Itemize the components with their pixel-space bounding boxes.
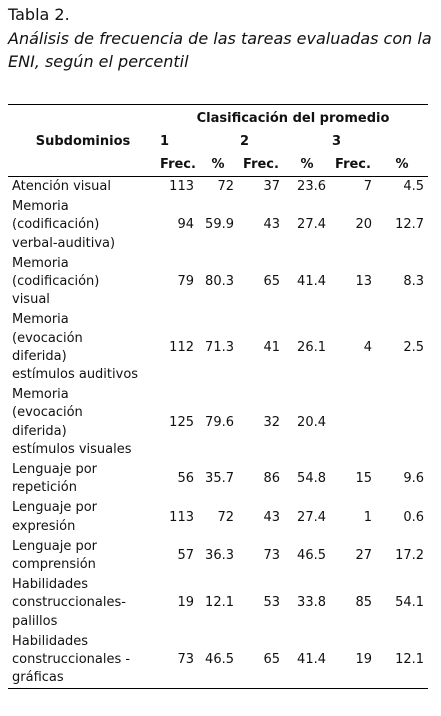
subdomain-name: Memoria (codificación) visual [12, 255, 100, 308]
frec-2: 53 [263, 595, 280, 611]
col-header-frec-3: Frec. [335, 156, 371, 172]
table-row: Habilidades construccionales - gráficas … [8, 631, 429, 690]
pct-3: 54.1 [395, 595, 425, 611]
table-row: Memoria (evocación diferida) estímulos a… [8, 310, 428, 385]
table-row: Atención visual 113 72 37 23.6 7 4.5 [8, 176, 429, 198]
table-row: Memoria (codificación) verbal-auditiva) … [8, 197, 428, 254]
frec-2: 65 [263, 274, 280, 290]
subdomain-name: Habilidades construccionales - gráficas [8, 631, 158, 690]
frec-1: 94 [177, 217, 194, 233]
pct-1: 59.9 [205, 217, 234, 233]
table-row: Lenguaje por expresión 113 72 43 27.4 1 … [8, 498, 428, 536]
col-header-pct-3: % [395, 156, 409, 172]
pct-3 [376, 385, 428, 460]
level-3-header: 3 [332, 134, 342, 149]
pct-2: 41.4 [284, 631, 330, 690]
col-header-pct-2: % [300, 156, 314, 172]
frec-1: 79 [177, 274, 194, 290]
table-row: Lenguaje por repetición 56 35.7 86 54.8 … [8, 460, 428, 498]
pct-1: 35.7 [205, 471, 234, 487]
table-row: Memoria (evocación diferida) estímulos v… [8, 385, 428, 460]
frec-1: 125 [169, 414, 194, 430]
pct-2: 41.4 [297, 274, 326, 290]
table-caption: Tabla 2. Análisis de frecuencia de las t… [8, 4, 433, 73]
frec-1: 56 [177, 471, 194, 487]
pct-1: 46.5 [198, 631, 238, 690]
caption-title: Análisis de frecuencia de las tareas eva… [8, 29, 432, 71]
caption-label: Tabla 2. [8, 5, 70, 24]
frec-2: 43 [263, 217, 280, 233]
subdomain-name: Lenguaje por repetición [12, 462, 98, 496]
frec-1: 112 [169, 339, 194, 355]
frec-1: 19 [177, 595, 194, 611]
pct-2: 20.4 [297, 414, 326, 430]
frec-2: 73 [263, 547, 280, 563]
col-header-pct-1: % [211, 156, 225, 172]
frec-2: 41 [263, 339, 280, 355]
pct-1: 79.6 [205, 414, 234, 430]
table-row: Habilidades construccionales- palillos 1… [8, 575, 428, 632]
pct-1: 72 [198, 176, 238, 198]
frec-2: 37 [238, 176, 284, 198]
col-header-frec-1: Frec. [160, 156, 196, 172]
subdomain-name: Memoria (codificación) verbal-auditiva) [12, 199, 116, 251]
frec-1: 57 [177, 547, 194, 563]
pct-3: 12.1 [376, 631, 429, 690]
pct-2: 54.8 [297, 471, 326, 487]
frec-3: 7 [330, 176, 376, 198]
pct-2: 46.5 [297, 547, 326, 563]
group-header: Clasificación del promedio [158, 104, 429, 131]
table-header: Clasificación del promedio Subdominios 1… [8, 104, 429, 177]
pct-2: 33.8 [297, 595, 326, 611]
frec-2: 65 [238, 631, 284, 690]
frec-2: 43 [263, 509, 280, 525]
frec-3: 27 [355, 547, 372, 563]
pct-2: 26.1 [297, 339, 326, 355]
subdomain-name: Atención visual [8, 176, 158, 198]
subdomain-name: Lenguaje por expresión [12, 500, 98, 534]
level-2-header: 2 [240, 134, 250, 149]
table-body: Atención visual 113 72 37 23.6 7 4.5 Mem… [8, 176, 429, 690]
pct-1: 71.3 [205, 339, 234, 355]
frec-1: 113 [169, 509, 194, 525]
frequency-table: Clasificación del promedio Subdominios 1… [8, 104, 429, 690]
row-header: Subdominios [35, 134, 131, 149]
frec-3 [330, 385, 376, 460]
pct-3: 9.6 [403, 471, 425, 487]
pct-3: 12.7 [395, 217, 425, 233]
pct-2: 27.4 [297, 509, 326, 525]
subdomain-name: Lenguaje por comprensión [12, 538, 98, 573]
frec-1: 73 [158, 631, 198, 690]
header-spacer [8, 104, 158, 131]
frec-3: 1 [363, 509, 372, 525]
pct-1: 36.3 [205, 547, 234, 563]
pct-3: 0.6 [403, 509, 425, 525]
pct-3: 2.5 [403, 339, 425, 355]
table-row: Lenguaje por comprensión 57 36.3 73 46.5… [8, 537, 428, 575]
level-1-header: 1 [160, 134, 170, 149]
frec-2: 86 [263, 471, 280, 487]
col-header-frec-2: Frec. [243, 156, 279, 172]
pct-1: 80.3 [205, 274, 234, 290]
frec-3: 13 [355, 274, 372, 290]
header-spacer [8, 153, 158, 177]
pct-1: 72 [217, 509, 234, 525]
subdomain-name: Habilidades construccionales- palillos [12, 577, 126, 629]
pct-1: 12.1 [205, 595, 234, 611]
pct-3: 8.3 [403, 274, 425, 290]
frec-2: 32 [263, 414, 280, 430]
frec-3: 15 [355, 471, 372, 487]
frec-3: 19 [330, 631, 376, 690]
frec-3: 85 [355, 595, 372, 611]
frec-3: 4 [363, 339, 372, 355]
frec-3: 20 [355, 217, 372, 233]
table-row: Memoria (codificación) visual 79 80.3 65… [8, 254, 428, 311]
frec-1: 113 [158, 176, 198, 198]
subdomain-name: Memoria (evocación diferida) estímulos v… [12, 387, 132, 457]
subdomain-name: Memoria (evocación diferida) estímulos a… [12, 312, 139, 383]
pct-2: 27.4 [297, 217, 326, 233]
pct-2: 23.6 [284, 176, 330, 198]
pct-3: 17.2 [395, 547, 425, 563]
pct-3: 4.5 [376, 176, 429, 198]
